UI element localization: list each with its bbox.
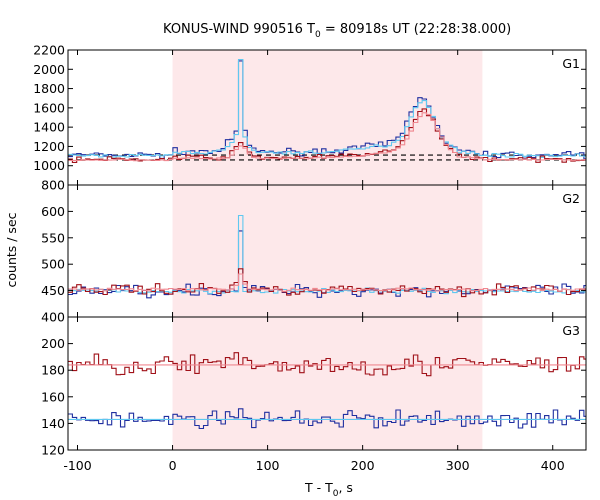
y-tick-label-g2: 500 [41,257,65,272]
highlight-interval-layer [172,50,483,450]
y-tick-label-g1: 1600 [33,100,65,115]
x-axis-label-subscript: 0 [333,489,339,499]
y-tick-label-g1: 1200 [33,139,65,154]
y-tick-label-g3: 160 [41,389,65,404]
panel-frame-g3 [67,316,587,451]
y-tick-label-g1: 2000 [33,62,65,77]
panel-g1-series [68,58,586,163]
x-tick-label: 0 [169,458,177,473]
y-tick-label-g2: 550 [41,230,65,245]
y-tick-label-g3: 200 [41,336,65,351]
chart-title-rest: = 80918s UT (22:28:38.000) [321,22,511,37]
x-tick-label: 300 [446,458,470,473]
panel-label-g2: G2 [562,191,580,206]
y-tick-label-g1: 1000 [33,158,65,173]
chart-title: KONUS-WIND 990516 T0 = 80918s UT (22:28:… [163,22,511,40]
panel-label-g3: G3 [562,323,580,338]
y-tick-label-g2: 450 [41,283,65,298]
series-g3-dark-red [68,352,586,377]
series-g2-pink [68,273,586,292]
y-tick-label-g1: 2200 [33,43,65,58]
y-tick-label-g1: 1800 [33,81,65,96]
y-axis-label: counts / sec [4,212,19,287]
y-tick-label-g2: 600 [41,204,65,219]
chart-title-main: KONUS-WIND 990516 T [163,22,315,37]
series-g1-light-blue [68,58,586,158]
x-axis-label-main: T - T [304,480,333,495]
panel-g2-series [68,214,586,299]
chart-title-subscript: 0 [315,30,321,40]
x-tick-label: -100 [63,458,91,473]
axes-layer [67,49,587,451]
x-axis-label-rest: , s [338,480,352,495]
y-tick-label-g1: 800 [41,178,65,193]
panel-g3-series [68,352,586,430]
panel-label-g1: G1 [562,56,580,71]
series-g1-pink [68,112,586,162]
x-tick-label: 200 [351,458,375,473]
x-axis-label: T - T0, s [304,480,353,499]
y-tick-label-g3: 120 [41,443,65,458]
series-layer [68,58,586,430]
y-tick-label-g2: 400 [41,310,65,325]
highlight-interval [172,50,483,450]
x-tick-label: 100 [256,458,280,473]
y-tick-label-g3: 140 [41,416,65,431]
y-tick-label-g1: 1400 [33,120,65,135]
text-layer: KONUS-WIND 990516 T0 = 80918s UT (22:28:… [4,22,580,499]
x-tick-label: 400 [541,458,565,473]
y-tick-label-g3: 180 [41,363,65,378]
